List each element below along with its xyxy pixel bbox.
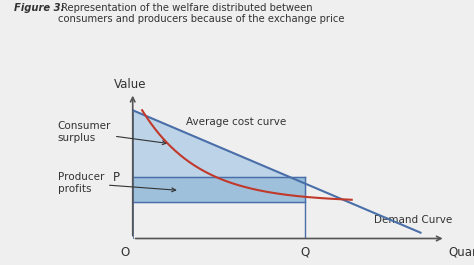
- Text: Producer
profits: Producer profits: [58, 172, 176, 194]
- Text: Representation of the welfare distributed between
consumers and producers becaus: Representation of the welfare distribute…: [58, 3, 345, 24]
- Text: P: P: [113, 171, 120, 184]
- Text: Consumer
surplus: Consumer surplus: [58, 121, 166, 145]
- Text: Value: Value: [114, 78, 146, 91]
- Text: Quantity: Quantity: [449, 246, 474, 259]
- Text: Q: Q: [300, 246, 310, 259]
- Text: O: O: [120, 246, 129, 259]
- Text: Figure 3:: Figure 3:: [14, 3, 65, 13]
- Text: Demand Curve: Demand Curve: [374, 215, 452, 224]
- Text: Average cost curve: Average cost curve: [186, 117, 286, 127]
